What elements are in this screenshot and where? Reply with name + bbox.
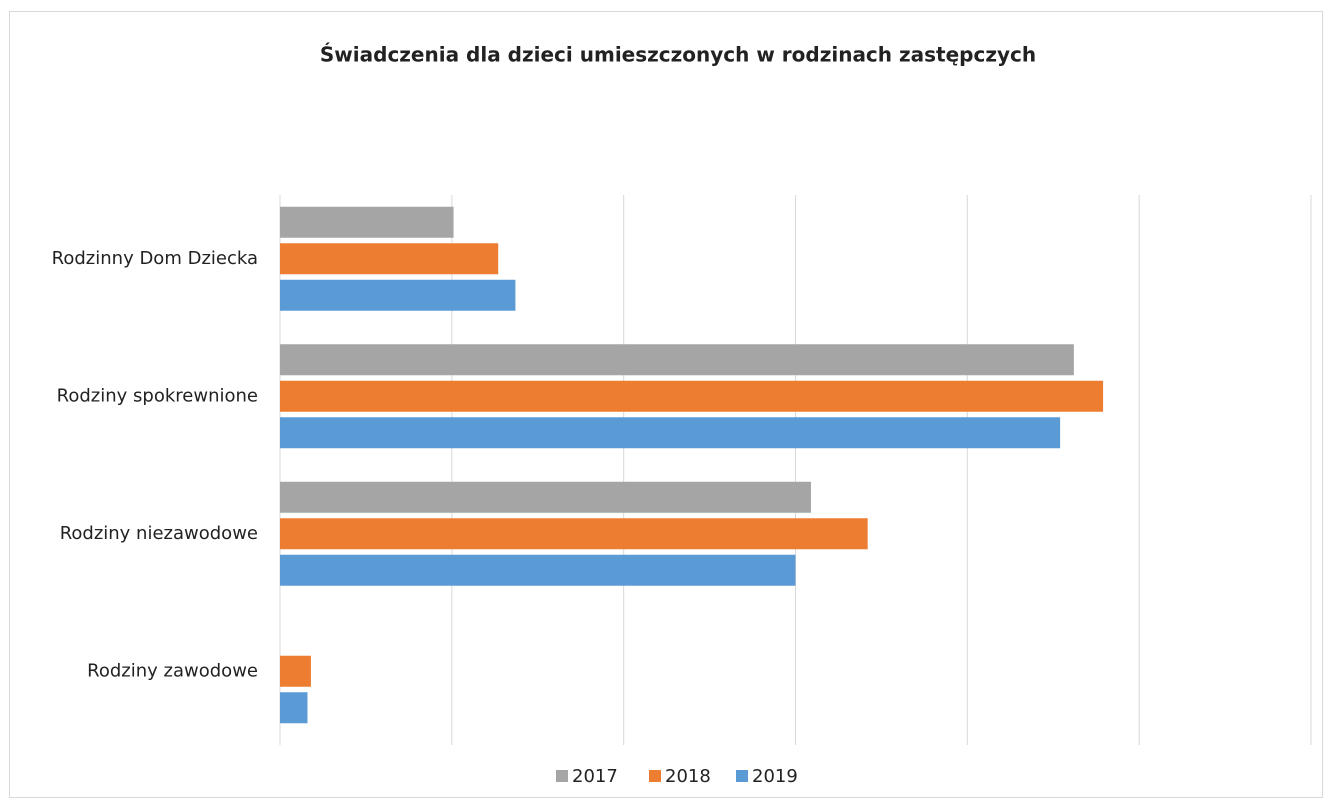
- bar: [280, 417, 1061, 449]
- chart-title: Świadczenia dla dzieci umieszczonych w r…: [320, 43, 1036, 67]
- bar: [280, 481, 811, 513]
- bar: [280, 692, 308, 724]
- legend-swatch: [556, 770, 568, 782]
- bar: [280, 243, 499, 275]
- y-tick-label: Rodzinny Dom Dziecka: [52, 248, 258, 269]
- bar: [280, 518, 868, 550]
- bar: [280, 344, 1074, 376]
- bar: [280, 655, 311, 687]
- y-tick-label: Rodziny zawodowe: [87, 660, 258, 681]
- legend-swatch: [736, 770, 748, 782]
- legend-label: 2019: [752, 766, 798, 787]
- y-tick-label: Rodziny spokrewnione: [57, 385, 258, 406]
- y-tick-label: Rodziny niezawodowe: [60, 523, 258, 544]
- legend-label: 2017: [572, 766, 618, 787]
- bar: [280, 206, 454, 238]
- bar: [280, 380, 1104, 412]
- legend-label: 2018: [665, 766, 711, 787]
- bar: [280, 554, 796, 586]
- bar: [280, 279, 516, 311]
- legend-swatch: [649, 770, 661, 782]
